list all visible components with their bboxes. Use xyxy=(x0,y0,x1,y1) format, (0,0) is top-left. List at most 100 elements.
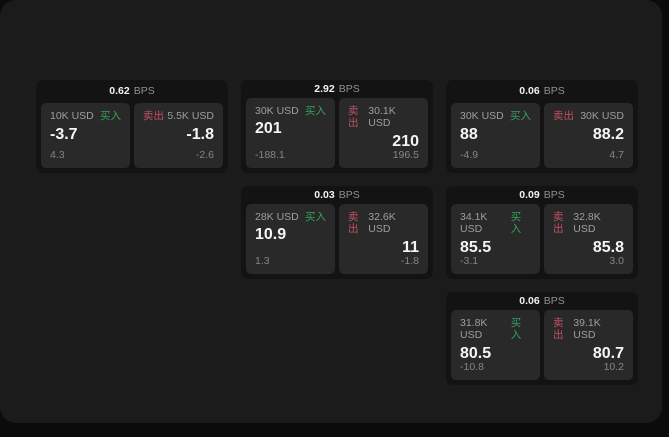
bps-header: 0.06 BPS xyxy=(446,292,638,310)
quote-card: 0.62 BPS 10K USD 买入 -3.7 4.3 卖出 5.5K USD xyxy=(36,80,228,173)
buy-sub-value: -10.8 xyxy=(460,361,484,374)
buy-side-label: 买入 xyxy=(100,110,121,122)
buy-tile[interactable]: 31.8K USD 买入 80.5 -10.8 xyxy=(451,309,540,380)
buy-sell-panels: 30K USD 买入 88 -4.9 卖出 30K USD 88.2 4.7 xyxy=(446,103,638,173)
sell-tile-top: 卖出 32.8K USD xyxy=(553,211,624,236)
buy-tile[interactable]: 28K USD 买入 10.9 1.3 xyxy=(246,203,335,274)
buy-price: -3.7 xyxy=(50,125,78,143)
buy-tile-top: 28K USD 买入 xyxy=(255,211,326,224)
buy-tile-top: 30K USD 买入 xyxy=(460,110,531,123)
sell-tile[interactable]: 卖出 30.1K USD 210 196.5 xyxy=(339,97,428,168)
app-panel: 0.62 BPS 10K USD 买入 -3.7 4.3 卖出 5.5K USD xyxy=(0,0,662,423)
quote-card: 2.92 BPS 30K USD 买入 201 -188.1 卖出 30.1K … xyxy=(241,80,433,173)
buy-sell-panels: 31.8K USD 买入 80.5 -10.8 卖出 39.1K USD 80.… xyxy=(446,309,638,385)
sell-sub-value: 3.0 xyxy=(609,255,624,268)
quote-card: 0.03 BPS 28K USD 买入 10.9 1.3 卖出 32.6K US… xyxy=(241,186,433,279)
quote-card: 0.06 BPS 31.8K USD 买入 80.5 -10.8 卖出 39.1… xyxy=(446,292,638,385)
bps-unit-label: BPS xyxy=(133,85,155,98)
buy-tile-top: 31.8K USD 买入 xyxy=(460,317,531,342)
bps-unit-label: BPS xyxy=(543,85,565,98)
sell-price: -1.8 xyxy=(186,125,214,143)
bps-value: 0.06 xyxy=(519,85,540,98)
buy-sub-value: -3.1 xyxy=(460,255,479,268)
bps-header: 0.06 BPS xyxy=(446,80,638,103)
sell-amount: 5.5K USD xyxy=(167,110,214,122)
buy-side-label: 买入 xyxy=(510,316,522,342)
bps-unit-label: BPS xyxy=(543,294,565,307)
bps-header: 2.92 BPS xyxy=(241,80,433,98)
sell-tile-top: 卖出 39.1K USD xyxy=(553,317,624,342)
buy-sub-value: 4.3 xyxy=(50,149,65,162)
sell-tile-top: 卖出 30.1K USD xyxy=(348,105,419,130)
sell-tile[interactable]: 卖出 5.5K USD -1.8 -2.6 xyxy=(134,103,223,168)
buy-price: 88 xyxy=(460,125,478,143)
bps-header: 0.03 BPS xyxy=(241,186,433,204)
buy-price: 80.5 xyxy=(460,344,492,362)
bps-header: 0.62 BPS xyxy=(36,80,228,103)
buy-tile[interactable]: 30K USD 买入 88 -4.9 xyxy=(451,103,540,168)
sell-sub-value: 10.2 xyxy=(603,361,624,374)
sell-price: 88.2 xyxy=(592,125,624,143)
sell-amount: 39.1K USD xyxy=(573,316,601,342)
sell-side-label: 卖出 xyxy=(553,316,564,342)
sell-side-label: 卖出 xyxy=(553,210,564,236)
sell-tile[interactable]: 卖出 32.8K USD 85.8 3.0 xyxy=(544,203,633,274)
buy-tile-top: 30K USD 买入 xyxy=(255,105,326,118)
quote-grid: 0.62 BPS 10K USD 买入 -3.7 4.3 卖出 5.5K USD xyxy=(36,80,638,385)
sell-price: 210 xyxy=(392,132,419,150)
sell-price: 11 xyxy=(402,238,419,256)
sell-side-label: 卖出 xyxy=(553,110,574,122)
buy-side-label: 买入 xyxy=(510,110,531,122)
buy-amount: 30K USD xyxy=(255,104,299,117)
buy-sub-value: -188.1 xyxy=(255,149,285,162)
buy-sell-panels: 10K USD 买入 -3.7 4.3 卖出 5.5K USD -1.8 -2.… xyxy=(36,103,228,173)
buy-tile[interactable]: 10K USD 买入 -3.7 4.3 xyxy=(41,103,130,168)
sell-side-label: 卖出 xyxy=(348,104,359,130)
sell-amount: 30K USD xyxy=(580,110,624,122)
buy-side-label: 买入 xyxy=(305,210,326,223)
sell-tile-top: 卖出 32.6K USD xyxy=(348,211,419,236)
buy-tile[interactable]: 30K USD 买入 201 -188.1 xyxy=(246,97,335,168)
buy-price: 85.5 xyxy=(460,238,492,256)
sell-price: 85.8 xyxy=(592,238,624,256)
sell-amount: 32.6K USD xyxy=(368,210,396,236)
buy-sell-panels: 28K USD 买入 10.9 1.3 卖出 32.6K USD 11 -1.8 xyxy=(241,203,433,279)
bps-value: 0.09 xyxy=(519,188,540,201)
bps-value: 0.03 xyxy=(314,188,335,201)
bps-unit-label: BPS xyxy=(543,188,565,201)
sell-side-label: 卖出 xyxy=(348,210,359,236)
sell-amount: 30.1K USD xyxy=(368,104,396,130)
buy-tile-top: 10K USD 买入 xyxy=(50,110,121,123)
bps-value: 0.06 xyxy=(519,294,540,307)
sell-sub-value: -1.8 xyxy=(400,255,419,268)
sell-tile-top: 卖出 30K USD xyxy=(553,110,624,123)
buy-sell-panels: 34.1K USD 买入 85.5 -3.1 卖出 32.8K USD 85.8… xyxy=(446,203,638,279)
buy-sub-value: 1.3 xyxy=(255,255,270,268)
buy-amount: 28K USD xyxy=(255,210,299,223)
buy-amount: 31.8K USD xyxy=(460,316,488,342)
bps-value: 2.92 xyxy=(314,82,335,95)
quote-card: 0.09 BPS 34.1K USD 买入 85.5 -3.1 卖出 32.8K… xyxy=(446,186,638,279)
bps-unit-label: BPS xyxy=(338,188,360,201)
sell-sub-value: -2.6 xyxy=(195,149,214,162)
sell-tile[interactable]: 卖出 30K USD 88.2 4.7 xyxy=(544,103,633,168)
buy-tile[interactable]: 34.1K USD 买入 85.5 -3.1 xyxy=(451,203,540,274)
sell-tile[interactable]: 卖出 39.1K USD 80.7 10.2 xyxy=(544,309,633,380)
sell-price: 80.7 xyxy=(592,344,624,362)
sell-sub-value: 4.7 xyxy=(609,149,624,162)
bps-unit-label: BPS xyxy=(338,82,360,95)
buy-amount: 10K USD xyxy=(50,110,94,122)
buy-side-label: 买入 xyxy=(305,104,326,117)
buy-side-label: 买入 xyxy=(510,210,522,236)
buy-price: 201 xyxy=(255,120,282,138)
buy-amount: 34.1K USD xyxy=(460,210,488,236)
sell-amount: 32.8K USD xyxy=(573,210,601,236)
sell-tile[interactable]: 卖出 32.6K USD 11 -1.8 xyxy=(339,203,428,274)
sell-side-label: 卖出 xyxy=(143,110,164,122)
sell-tile-top: 卖出 5.5K USD xyxy=(143,110,214,123)
buy-tile-top: 34.1K USD 买入 xyxy=(460,211,531,236)
bps-header: 0.09 BPS xyxy=(446,186,638,204)
quote-card: 0.06 BPS 30K USD 买入 88 -4.9 卖出 30K USD xyxy=(446,80,638,173)
buy-price: 10.9 xyxy=(255,226,287,244)
sell-sub-value: 196.5 xyxy=(392,149,419,162)
